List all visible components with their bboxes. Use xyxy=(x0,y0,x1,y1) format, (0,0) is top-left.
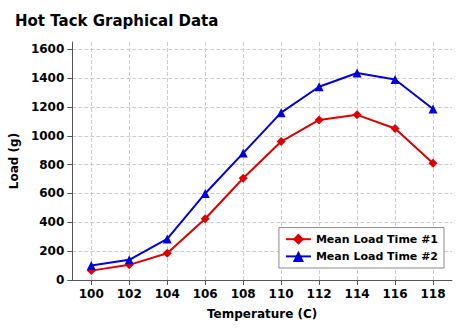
svg-text:Mean Load Time #2: Mean Load Time #2 xyxy=(316,250,438,263)
svg-text:108: 108 xyxy=(231,287,256,301)
svg-text:1600: 1600 xyxy=(31,42,64,56)
svg-text:1400: 1400 xyxy=(31,71,64,85)
svg-text:400: 400 xyxy=(39,215,64,229)
svg-text:Hot Tack Graphical Data: Hot Tack Graphical Data xyxy=(15,12,218,30)
svg-text:112: 112 xyxy=(307,287,332,301)
svg-text:0: 0 xyxy=(56,273,64,287)
svg-text:106: 106 xyxy=(193,287,218,301)
svg-text:800: 800 xyxy=(39,158,64,172)
svg-text:1000: 1000 xyxy=(31,129,64,143)
svg-text:100: 100 xyxy=(79,287,104,301)
svg-text:1200: 1200 xyxy=(31,100,64,114)
svg-text:Load (g): Load (g) xyxy=(7,133,21,189)
svg-text:102: 102 xyxy=(117,287,142,301)
svg-text:Temperature (C): Temperature (C) xyxy=(207,307,317,321)
svg-text:Mean Load Time #1: Mean Load Time #1 xyxy=(316,233,438,246)
svg-text:104: 104 xyxy=(155,287,180,301)
svg-text:110: 110 xyxy=(269,287,294,301)
svg-text:116: 116 xyxy=(383,287,408,301)
svg-text:600: 600 xyxy=(39,186,64,200)
svg-text:200: 200 xyxy=(39,244,64,258)
svg-text:118: 118 xyxy=(420,287,445,301)
svg-text:114: 114 xyxy=(345,287,370,301)
